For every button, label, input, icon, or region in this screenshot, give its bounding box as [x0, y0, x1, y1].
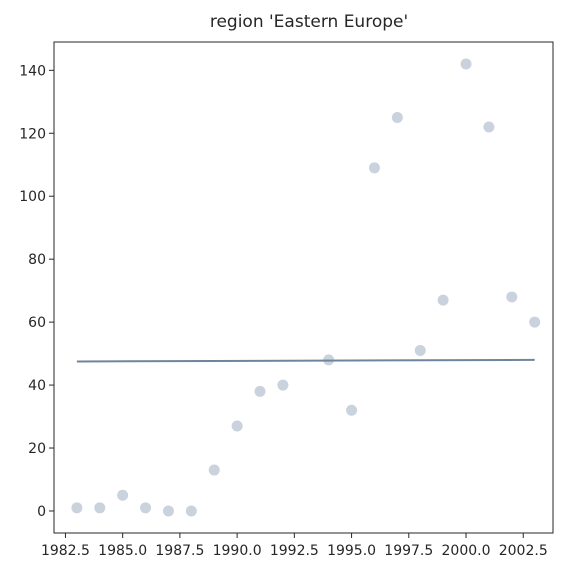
- scatter-point: [483, 121, 495, 133]
- scatter-point: [71, 502, 83, 514]
- y-tick-label: 120: [19, 126, 46, 142]
- scatter-point: [529, 316, 541, 328]
- y-tick-label: 60: [28, 315, 46, 331]
- x-tick-label: 1982.5: [41, 543, 90, 559]
- scatter-point: [368, 162, 380, 174]
- scatter-point: [185, 505, 197, 517]
- x-axis: 1982.5 1985.0 1987.5 1990.0 1992.5 1995.0 1997…: [41, 533, 548, 559]
- plot-frame: [53, 41, 554, 534]
- scatter-point: [506, 291, 518, 303]
- y-tick-label: 40: [28, 378, 46, 394]
- scatter-point: [391, 112, 403, 124]
- scatter-point: [94, 502, 106, 514]
- x-tick-label: 2000.0: [442, 543, 491, 559]
- x-tick-label: 1997.5: [384, 543, 433, 559]
- y-tick-label: 80: [28, 252, 46, 268]
- scatter-point: [254, 385, 266, 397]
- x-tick-label: 1990.0: [213, 543, 262, 559]
- y-tick-label: 20: [28, 441, 46, 457]
- y-axis: 0 20 40 60 80 100 120 140: [19, 63, 54, 520]
- series-layer: [71, 58, 541, 517]
- scatter-point: [460, 58, 472, 70]
- x-tick-label: 2002.5: [499, 543, 548, 559]
- scatter-point: [140, 502, 152, 514]
- scatter-point: [208, 464, 220, 476]
- x-tick-label: 1985.0: [98, 543, 147, 559]
- scatter-point: [414, 344, 426, 356]
- y-tick-label: 0: [37, 504, 46, 520]
- x-tick-label: 1995.0: [327, 543, 376, 559]
- scatter-point: [277, 379, 289, 391]
- trend-line: [76, 358, 535, 363]
- scatter-point: [231, 420, 243, 432]
- y-tick-label: 140: [19, 63, 46, 79]
- x-tick-label: 1992.5: [270, 543, 319, 559]
- chart-title: region 'Eastern Europe': [210, 12, 408, 32]
- scatter-point: [162, 505, 174, 517]
- x-tick-label: 1987.5: [155, 543, 204, 559]
- y-tick-label: 100: [19, 189, 46, 205]
- scatter-point: [117, 489, 129, 501]
- scatter-point: [346, 404, 358, 416]
- scatter-point: [437, 294, 449, 306]
